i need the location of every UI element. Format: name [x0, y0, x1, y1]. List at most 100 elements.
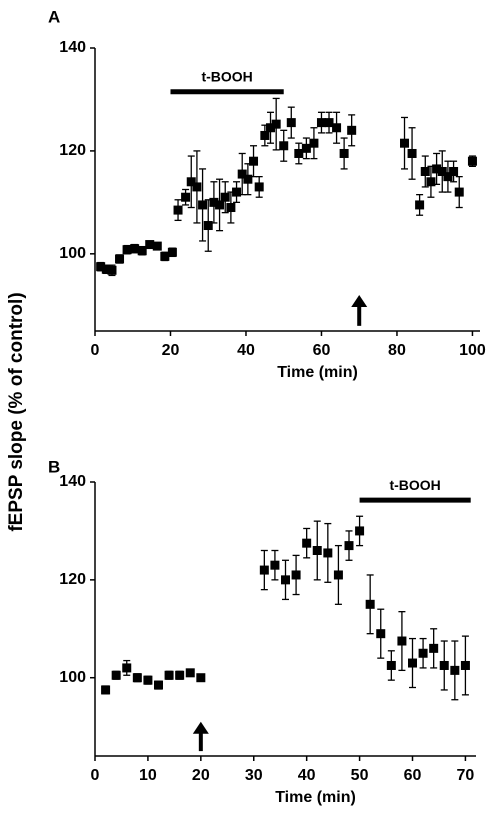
data-point [323, 548, 333, 558]
x-tick-label: 10 [139, 767, 157, 784]
data-point [198, 200, 208, 210]
data-point [122, 663, 132, 673]
data-point [132, 673, 142, 683]
data-point [301, 143, 311, 153]
x-axis-label: Time (min) [275, 789, 356, 806]
x-tick-label: 100 [459, 342, 486, 359]
data-point [449, 166, 459, 176]
data-point [347, 125, 357, 135]
data-point [397, 636, 407, 646]
data-point [226, 203, 236, 213]
data-point [407, 148, 417, 158]
x-tick-label: 40 [298, 767, 316, 784]
x-tick-label: 70 [457, 767, 475, 784]
y-axis-label: fEPSP slope (% of control) [6, 292, 27, 531]
x-axis-label: Time (min) [277, 364, 358, 381]
data-point [418, 648, 428, 658]
data-point [167, 247, 177, 257]
data-point [312, 546, 322, 555]
data-point [254, 182, 264, 192]
data-point [316, 118, 326, 128]
data-point [460, 660, 470, 670]
data-point [164, 670, 174, 680]
data-point [294, 148, 304, 158]
data-point [279, 141, 289, 151]
data-point [415, 200, 425, 210]
data-point [154, 680, 163, 690]
data-point [400, 138, 410, 148]
data-point [437, 166, 447, 176]
data-point [450, 665, 460, 675]
data-point [209, 197, 219, 207]
data-point [324, 118, 334, 128]
x-tick-label: 40 [237, 342, 255, 359]
x-tick-label: 0 [91, 767, 100, 784]
data-point [185, 668, 195, 678]
data-point [130, 244, 140, 254]
data-point [152, 241, 162, 251]
data-point [376, 629, 386, 639]
data-point [344, 541, 354, 551]
data-point [111, 670, 121, 680]
data-point [259, 565, 269, 575]
data-point [237, 169, 247, 179]
data-point [107, 265, 117, 275]
data-point [281, 575, 290, 585]
panel-label: B [48, 457, 60, 476]
data-point [266, 123, 276, 133]
data-point [439, 660, 449, 670]
data-point [365, 599, 375, 609]
data-point [408, 658, 417, 668]
data-point [96, 262, 106, 272]
data-point [145, 240, 155, 250]
data-point [203, 221, 213, 231]
data-point [386, 660, 396, 670]
data-point [309, 138, 319, 148]
data-point [429, 643, 439, 653]
data-point [454, 187, 464, 197]
x-tick-label: 30 [245, 767, 263, 784]
data-point [137, 246, 147, 256]
panel-label: A [48, 7, 60, 26]
data-point [302, 538, 312, 548]
x-tick-label: 60 [313, 342, 331, 359]
data-point [260, 130, 270, 140]
data-point [270, 560, 280, 570]
data-point [186, 177, 196, 187]
data-point [173, 205, 183, 215]
data-point [432, 164, 442, 174]
x-tick-label: 0 [91, 342, 100, 359]
data-point [339, 148, 349, 158]
data-point [467, 156, 477, 166]
data-point [143, 675, 153, 685]
y-tick-label: 100 [59, 669, 86, 686]
data-point [115, 254, 125, 264]
x-tick-label: 20 [162, 342, 180, 359]
data-point [291, 570, 301, 580]
data-point [420, 166, 430, 176]
data-point [220, 192, 230, 202]
data-point [175, 670, 185, 680]
x-tick-label: 60 [404, 767, 422, 784]
data-point [333, 570, 343, 580]
data-point [271, 119, 281, 129]
data-point [249, 156, 259, 166]
data-point [355, 526, 365, 536]
data-point [160, 251, 170, 261]
y-tick-label: 120 [59, 142, 86, 159]
data-point [101, 264, 111, 274]
data-point [215, 200, 225, 210]
arrow-head [351, 294, 368, 307]
y-tick-label: 140 [59, 39, 86, 56]
data-point [443, 172, 453, 182]
data-point [286, 118, 296, 128]
arrow-head [192, 721, 209, 734]
data-point [232, 187, 242, 197]
data-point [101, 685, 111, 695]
data-point [196, 673, 206, 683]
x-tick-label: 50 [351, 767, 369, 784]
data-point [181, 192, 191, 202]
x-tick-label: 20 [192, 767, 210, 784]
y-tick-label: 140 [59, 473, 86, 490]
